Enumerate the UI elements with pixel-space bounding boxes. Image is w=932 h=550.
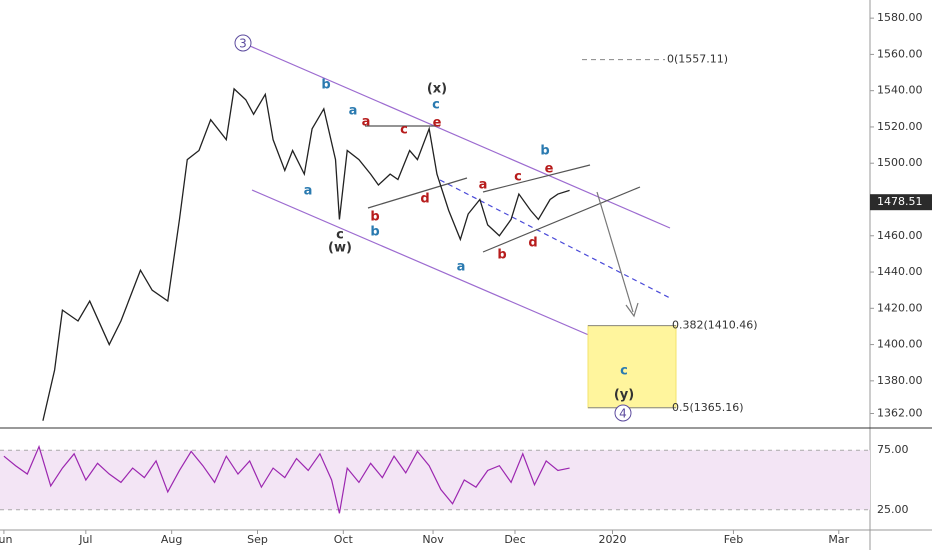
x-tick-label: Nov (422, 533, 444, 546)
wave-label: e (545, 162, 554, 177)
wave-label: 3 (239, 37, 247, 51)
channel-mid (439, 179, 671, 299)
rsi-line (3, 444, 570, 514)
y-tick-label: 1420.00 (877, 301, 923, 314)
y-tick-label: 1400.00 (877, 338, 923, 351)
wave-label: a (362, 115, 371, 130)
wave-label: 4 (619, 407, 627, 421)
y-tick-label: 1500.00 (877, 156, 923, 169)
triangle-line (482, 164, 591, 193)
y-tick-label: 1560.00 (877, 47, 923, 60)
wave-label: e (433, 116, 442, 131)
wave-label: c (620, 364, 628, 379)
wave-label: d (420, 192, 429, 207)
arrow-head (625, 302, 639, 318)
x-tick-label: Aug (161, 533, 182, 546)
drawings (242, 42, 671, 371)
fib-label: 0(1557.11) (667, 53, 728, 66)
wave-label: b (370, 210, 379, 225)
wave-label: c (400, 123, 408, 138)
price-line (42, 87, 570, 421)
y-tick-label: 75.00 (877, 443, 909, 456)
triangle-line (367, 177, 468, 209)
wave-label: c (514, 170, 522, 185)
wave-label: (x) (427, 82, 447, 97)
y-tick-label: 1362.00 (877, 406, 923, 419)
x-tick-label: Sep (247, 533, 268, 546)
y-tick-label: 1440.00 (877, 265, 923, 278)
y-tick-label: 1540.00 (877, 84, 923, 97)
wave-label: b (370, 225, 379, 240)
y-tick-label: 1460.00 (877, 229, 923, 242)
x-tick-label: 2020 (599, 533, 627, 546)
wave-label: a (479, 178, 488, 193)
x-tick-label: Oct (334, 533, 354, 546)
wave-label: (y) (614, 388, 634, 403)
last-price-box (870, 194, 932, 211)
x-tick-label: Jul (78, 533, 92, 546)
wave-label: (w) (328, 241, 352, 256)
wave-circle (614, 404, 632, 422)
y-tick-label: 1520.00 (877, 120, 923, 133)
last-price-label: 1478.51 (877, 195, 923, 208)
wave-label: b (497, 248, 506, 263)
target-box (587, 325, 677, 409)
wave-label: d (528, 236, 537, 251)
y-tick-label: 1380.00 (877, 374, 923, 387)
y-tick-label: 25.00 (877, 503, 909, 516)
fib-label: 0.382(1410.46) (672, 319, 758, 332)
x-tick-label: Jun (0, 533, 13, 546)
x-tick-label: Mar (828, 533, 849, 546)
rsi-band (0, 450, 870, 510)
triangle-line (482, 186, 641, 253)
wave-label: a (304, 184, 313, 199)
wave-label: b (540, 144, 549, 159)
y-tick-label: 1580.00 (877, 11, 923, 24)
wave-circle (234, 34, 252, 52)
wave-label: b (321, 78, 330, 93)
wave-label: a (457, 260, 466, 275)
x-tick-label: Dec (504, 533, 525, 546)
arrow (596, 191, 634, 313)
x-tick-label: Feb (724, 533, 743, 546)
wave-label: a (349, 104, 358, 119)
wave-label: c (336, 228, 344, 243)
wave-label: c (432, 98, 440, 113)
fib-label: 0.5(1365.16) (672, 401, 744, 414)
